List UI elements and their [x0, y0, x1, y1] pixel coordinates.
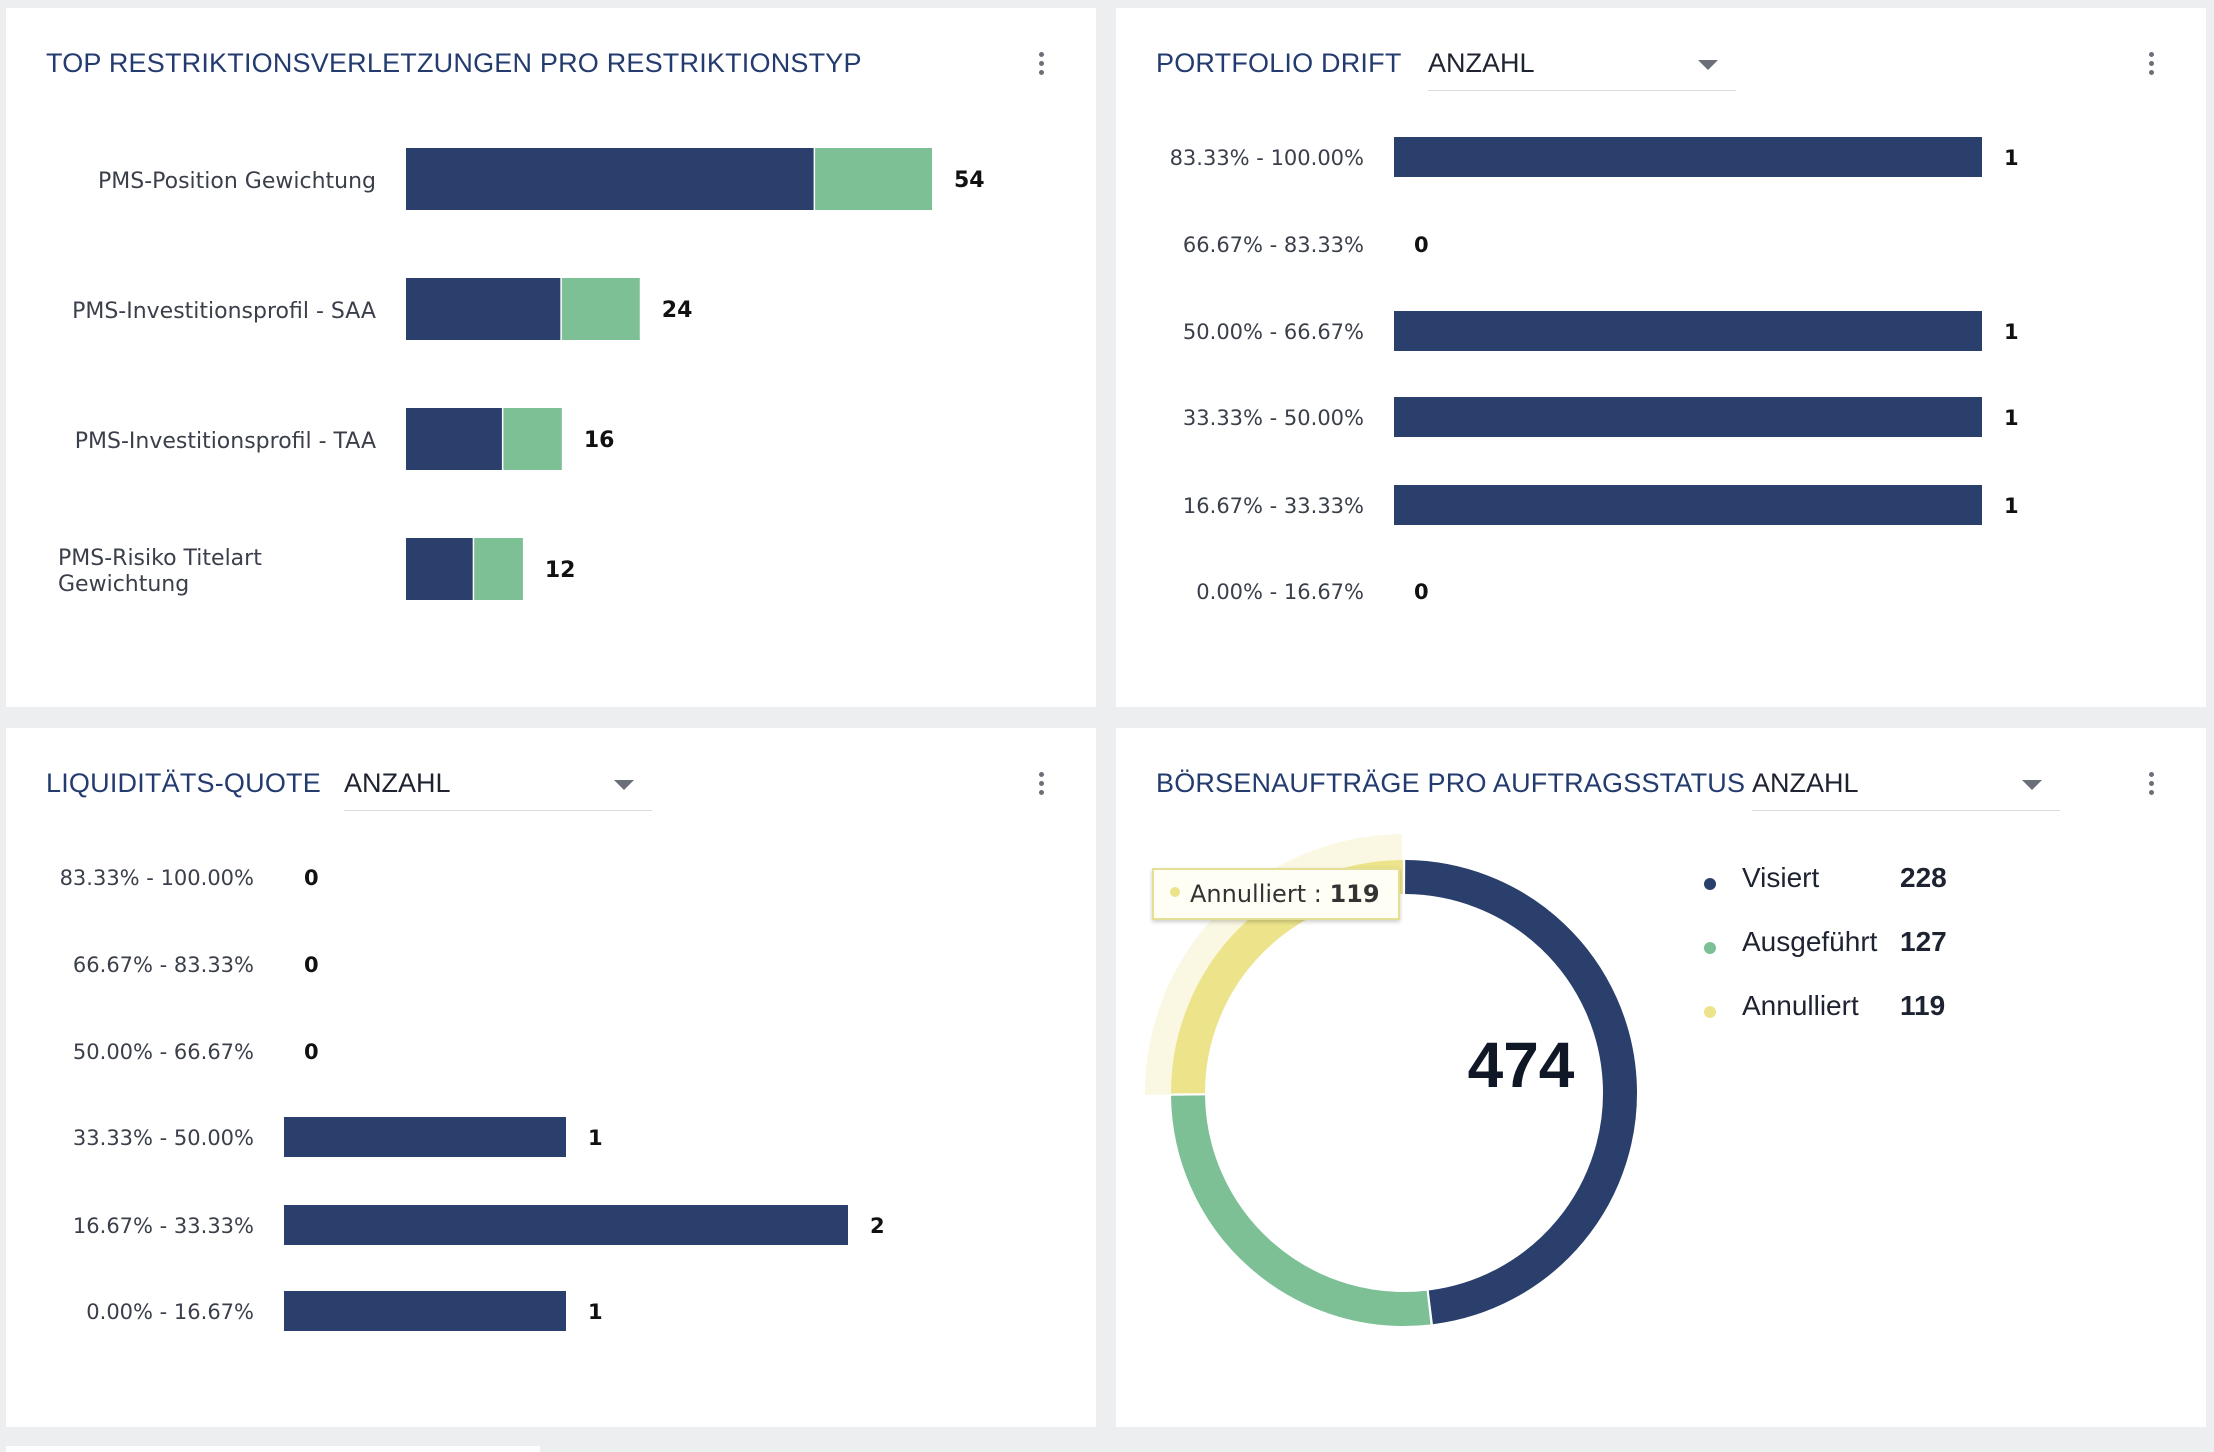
liquidity-category-label: 16.67% - 33.33% — [73, 1214, 254, 1238]
liquidity-dropdown[interactable]: ANZAHL — [344, 758, 652, 811]
portfolio-drift-value-label: 1 — [2004, 146, 2019, 170]
portfolio-drift-category-label: 50.00% - 66.67% — [1183, 320, 1364, 344]
portfolio-drift-category-label: 0.00% - 16.67% — [1196, 580, 1364, 604]
restriction-category-label: Gewichtung — [58, 572, 189, 597]
legend-value: 127 — [1900, 926, 1947, 957]
portfolio-drift-value-label: 1 — [2004, 320, 2019, 344]
legend-dot-icon — [1704, 1006, 1716, 1018]
portfolio-drift-dropdown-value: ANZAHL — [1428, 48, 1535, 78]
liquidity-bar[interactable] — [284, 1291, 566, 1331]
liquidity-value-label: 0 — [304, 1040, 319, 1064]
liquidity-value-label: 1 — [588, 1126, 603, 1150]
restriction-bar-navy[interactable] — [406, 538, 473, 600]
chevron-down-icon — [1698, 60, 1718, 70]
restriction-category-label: PMS-Risiko Titelart — [58, 546, 262, 571]
restriction-value-label: 24 — [662, 298, 693, 323]
legend-dot-icon — [1704, 942, 1716, 954]
restriction-category-label: PMS-Investitionsprofil - SAA — [72, 299, 376, 324]
orders-tooltip: Annulliert : 119 — [1152, 868, 1400, 920]
chevron-down-icon — [614, 780, 634, 790]
portfolio-drift-title: PORTFOLIO DRIFT — [1156, 48, 1402, 78]
legend-label: Annulliert — [1742, 990, 1859, 1021]
restriction-value-label: 12 — [545, 558, 576, 583]
restriction-bar-green[interactable] — [474, 538, 523, 600]
portfolio-drift-bar[interactable] — [1394, 137, 1982, 177]
portfolio-drift-category-label: 33.33% - 50.00% — [1183, 406, 1364, 430]
portfolio-drift-category-label: 83.33% - 100.00% — [1170, 146, 1364, 170]
portfolio-drift-bar[interactable] — [1394, 397, 1982, 437]
legend-dot-icon — [1704, 878, 1716, 890]
portfolio-drift-value-label: 0 — [1414, 233, 1429, 257]
legend-label: Visiert — [1742, 862, 1820, 893]
liquidity-value-label: 0 — [304, 953, 319, 977]
restrictions-menu-icon[interactable] — [1034, 52, 1048, 78]
restrictions-panel: TOP RESTRIKTIONSVERLETZUNGEN PRO RESTRIK… — [6, 8, 1096, 707]
portfolio-drift-chart: 83.33% - 100.00% 1 66.67% - 83.33% 0 50.00% … — [1170, 137, 2019, 604]
liquidity-chart: 83.33% - 100.00% 0 66.67% - 83.33% 0 50.00% … — [60, 866, 885, 1331]
portfolio-drift-value-label: 1 — [2004, 406, 2019, 430]
legend-label: Ausgeführt — [1742, 926, 1878, 957]
legend-item-ausgeführt[interactable]: Ausgeführt 127 — [1704, 926, 1984, 990]
orders-total: 474 — [1467, 1029, 1575, 1101]
liquidity-value-label: 2 — [870, 1214, 885, 1238]
restriction-bar-green[interactable] — [561, 278, 640, 340]
tooltip-dot-icon — [1170, 887, 1180, 897]
legend-item-annulliert[interactable]: Annulliert 119 — [1704, 990, 1984, 1054]
portfolio-drift-category-label: 66.67% - 83.33% — [1183, 233, 1364, 257]
portfolio-drift-bar[interactable] — [1394, 311, 1982, 351]
tooltip-label: Annulliert : — [1190, 880, 1322, 908]
liquidity-panel: LIQUIDITÄTS-QUOTE ANZAHL 83.33% - 100.00… — [6, 728, 1096, 1427]
liquidity-category-label: 33.33% - 50.00% — [73, 1126, 254, 1150]
liquidity-value-label: 1 — [588, 1300, 603, 1324]
restriction-bar-green[interactable] — [815, 148, 932, 210]
orders-dropdown[interactable]: ANZAHL — [1752, 758, 2060, 811]
restriction-value-label: 54 — [954, 168, 985, 193]
liquidity-value-label: 0 — [304, 866, 319, 890]
portfolio-drift-value-label: 0 — [1414, 580, 1429, 604]
liquidity-title: LIQUIDITÄTS-QUOTE — [46, 768, 321, 798]
restriction-bar-navy[interactable] — [406, 408, 502, 470]
restriction-bar-green[interactable] — [503, 408, 562, 470]
chevron-down-icon — [2022, 780, 2042, 790]
restriction-category-label: PMS-Investitionsprofil - TAA — [75, 429, 376, 454]
liquidity-bar[interactable] — [284, 1117, 566, 1157]
tooltip-value: 119 — [1329, 880, 1380, 908]
next-panel-edge — [6, 1446, 540, 1452]
orders-panel: BÖRSENAUFTRÄGE PRO AUFTRAGSSTATUS ANZAHL… — [1116, 728, 2206, 1427]
portfolio-drift-bar[interactable] — [1394, 485, 1982, 525]
orders-dropdown-value: ANZAHL — [1752, 768, 1859, 798]
portfolio-drift-category-label: 16.67% - 33.33% — [1183, 494, 1364, 518]
restrictions-chart: PMS-Position Gewichtung 54 PMS-Investition… — [58, 148, 985, 600]
portfolio-drift-menu-icon[interactable] — [2144, 52, 2158, 78]
liquidity-category-label: 66.67% - 83.33% — [73, 953, 254, 977]
donut-hover-halo — [1145, 834, 1403, 1095]
orders-title: BÖRSENAUFTRÄGE PRO AUFTRAGSSTATUS — [1156, 768, 1746, 798]
legend-value: 119 — [1900, 990, 1946, 1021]
portfolio-drift-dropdown[interactable]: ANZAHL — [1428, 38, 1736, 91]
restrictions-title: TOP RESTRIKTIONSVERLETZUNGEN PRO RESTRIK… — [46, 48, 862, 78]
restriction-bar-navy[interactable] — [406, 278, 561, 340]
portfolio-drift-panel: PORTFOLIO DRIFT ANZAHL 83.33% - 100.00% 1… — [1116, 8, 2206, 707]
donut-slice-visiert[interactable] — [1405, 860, 1637, 1325]
donut-slice-ausgeführt[interactable] — [1171, 1095, 1431, 1326]
portfolio-drift-value-label: 1 — [2004, 494, 2019, 518]
orders-legend: Visiert 228 Ausgeführt 127 Annulliert 119 — [1704, 862, 1984, 1054]
restriction-category-label: PMS-Position Gewichtung — [98, 169, 376, 194]
liquidity-category-label: 50.00% - 66.67% — [73, 1040, 254, 1064]
liquidity-category-label: 0.00% - 16.67% — [86, 1300, 254, 1324]
legend-item-visiert[interactable]: Visiert 228 — [1704, 862, 1984, 926]
legend-value: 228 — [1900, 862, 1947, 893]
liquidity-bar[interactable] — [284, 1205, 848, 1245]
liquidity-dropdown-value: ANZAHL — [344, 768, 451, 798]
restriction-bar-navy[interactable] — [406, 148, 814, 210]
liquidity-menu-icon[interactable] — [1034, 772, 1048, 798]
liquidity-category-label: 83.33% - 100.00% — [60, 866, 254, 890]
orders-menu-icon[interactable] — [2144, 772, 2158, 798]
restriction-value-label: 16 — [584, 428, 615, 453]
